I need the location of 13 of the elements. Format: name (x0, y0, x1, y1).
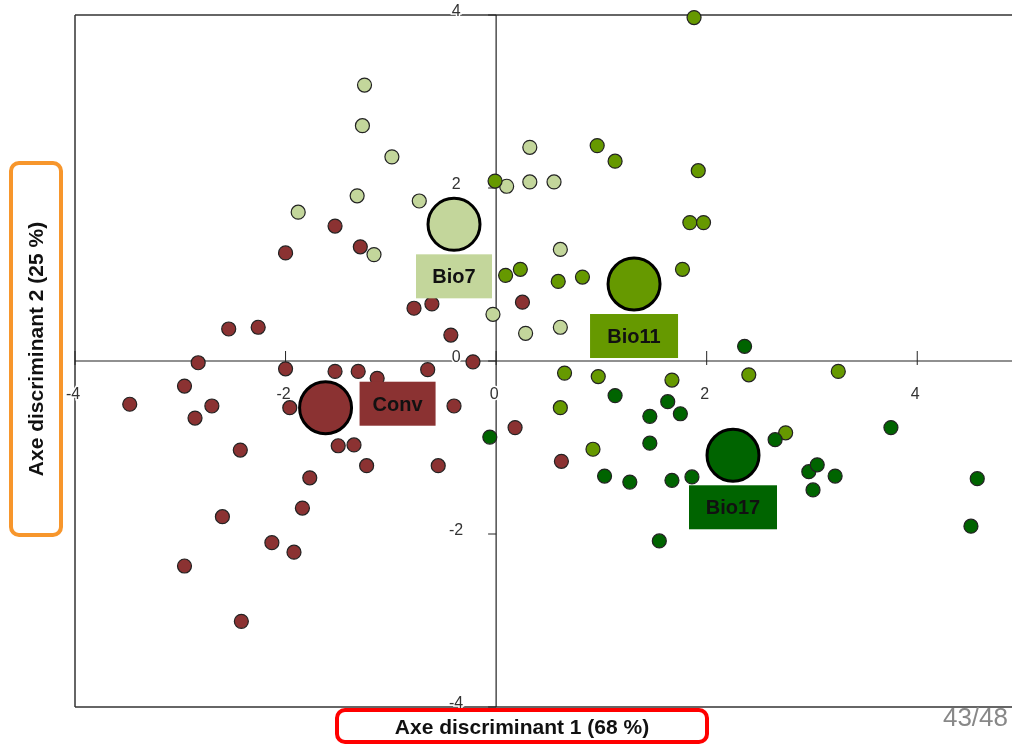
y-tick-label: -2 (449, 521, 464, 538)
x-tick-label: 2 (700, 385, 710, 402)
x-axis-title: Axe discriminant 1 (68 %) (394, 715, 650, 738)
series-label: Bio11 (607, 325, 661, 348)
y-tick-label: 2 (451, 175, 461, 192)
annotation: 43/48 (942, 702, 1008, 732)
series-label: Conv (372, 392, 424, 415)
x-tick-label: 4 (910, 385, 920, 402)
series-label: Bio7 (432, 265, 476, 288)
y-tick-label: 0 (451, 348, 461, 365)
x-tick-label: -2 (276, 385, 291, 402)
series-label: Bio17 (705, 496, 761, 519)
y-axis-title: Axe discriminant 2 (25 %) (24, 221, 47, 477)
